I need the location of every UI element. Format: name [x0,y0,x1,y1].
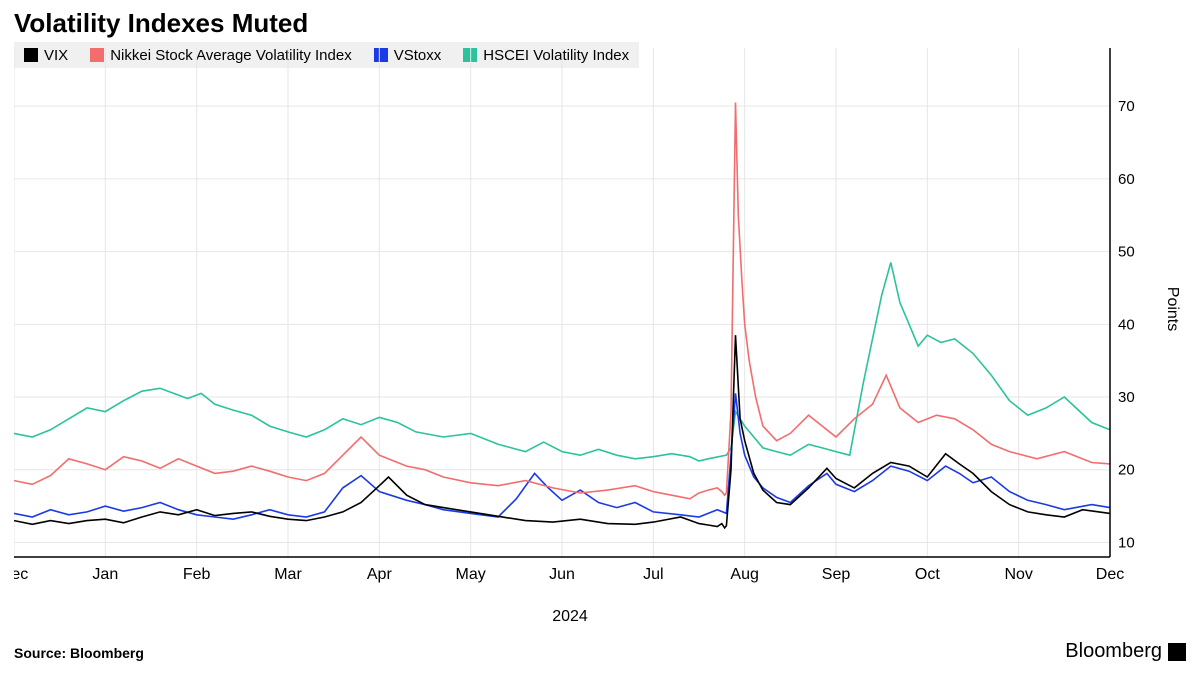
plot-area: 10 20 30 40 50 60 70 Dec Jan Feb Mar Apr May Jun Jul Au… [14,42,1154,587]
svg-text:10: 10 [1118,534,1135,551]
svg-text:60: 60 [1118,171,1135,188]
svg-text:Jun: Jun [549,566,575,583]
brand-icon [1168,643,1186,661]
svg-text:Aug: Aug [730,566,758,583]
svg-text:Oct: Oct [915,566,940,583]
x-axis-year-label: 2024 [0,608,1140,626]
svg-text:Nov: Nov [1004,566,1032,583]
svg-text:20: 20 [1118,462,1135,479]
source-text: Source: Bloomberg [14,645,144,661]
brand-text: Bloomberg [1065,640,1162,663]
svg-text:50: 50 [1118,244,1135,261]
brand-label: Bloomberg [1065,640,1186,663]
svg-text:May: May [456,566,486,583]
svg-text:Jan: Jan [92,566,118,583]
svg-text:Feb: Feb [183,566,211,583]
svg-text:Dec: Dec [1096,566,1124,583]
svg-text:40: 40 [1118,316,1135,333]
y-axis-title: Points [1163,287,1181,331]
svg-text:70: 70 [1118,98,1135,115]
svg-text:Jul: Jul [643,566,663,583]
svg-text:Dec: Dec [14,566,28,583]
svg-text:Sep: Sep [822,566,851,583]
chart-container: Volatility Indexes Muted VIXNikkei Stock… [0,0,1200,675]
svg-text:30: 30 [1118,389,1135,406]
svg-text:Mar: Mar [274,566,302,583]
svg-text:Apr: Apr [367,566,393,583]
chart-title: Volatility Indexes Muted [14,8,308,39]
chart-svg: 10 20 30 40 50 60 70 Dec Jan Feb Mar Apr May Jun Jul Au… [14,42,1154,587]
